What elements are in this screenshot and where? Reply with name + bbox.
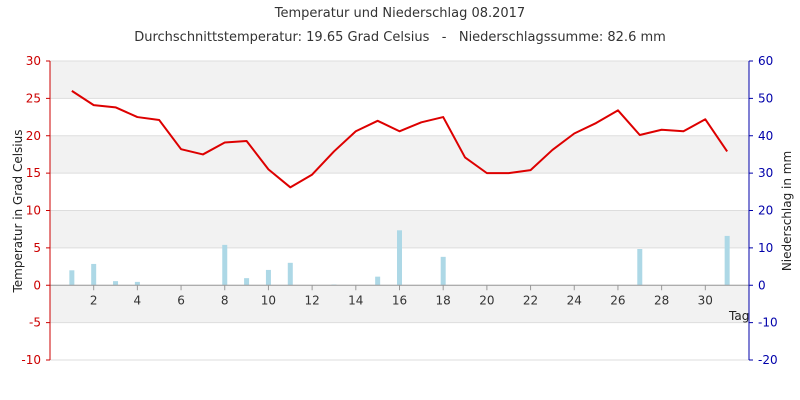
precipitation-bars [69,230,730,286]
y-right-tick-label: 0 [758,278,766,292]
plot-band [50,173,749,211]
x-tick-label: 8 [221,293,229,307]
chart-title: Temperatur und Niederschlag 08.2017 [274,6,525,21]
y-right-tick-label: -10 [758,316,778,330]
x-tick-label: 14 [348,293,363,307]
y-axis-right-label: Niederschlag in mm [780,151,794,271]
precipitation-bar [244,278,250,286]
y-left-tick-label: 5 [33,241,41,255]
x-axis-label: Tag [728,309,749,323]
precipitation-bar [637,248,643,286]
precipitation-bar [375,276,381,286]
y-axis-left-label: Temperatur in Grad Celsius [11,129,25,293]
plot-background-bands [50,61,749,360]
precipitation-bar [287,262,293,286]
x-tick-label: 30 [698,293,713,307]
plot-band [50,61,749,99]
precipitation-bar [91,263,97,286]
x-tick-label: 20 [479,293,494,307]
y-right-tick-label: -20 [758,353,778,367]
y-right-tick-label: 50 [758,91,773,105]
y-left-tick-label: 20 [26,129,41,143]
x-tick-label: 4 [134,293,142,307]
y-right-tick-label: 40 [758,129,773,143]
y-left-tick-label: 25 [26,91,41,105]
tick-labels: 2 4 6 8 10 12 14 16 18 20 22 24 26 28 30-10-5051015202… [21,54,777,367]
axes [46,60,753,361]
precipitation-bar [69,270,75,286]
y-right-tick-label: 60 [758,54,773,68]
x-tick-label: 22 [523,293,538,307]
y-left-tick-label: -5 [29,316,41,330]
x-tick-label: 10 [261,293,276,307]
chart-subtitle: Durchschnittstemperatur: 19.65 Grad Cels… [134,30,666,45]
plot-band [50,285,749,323]
x-tick-label: 2 [90,293,98,307]
precipitation-bar [440,256,446,286]
plot-band [50,135,749,174]
y-left-tick-label: 10 [26,204,41,218]
temperature-line-layer [71,90,728,189]
x-tick-label: 6 [177,293,185,307]
y-left-tick-label: 15 [26,166,41,180]
y-right-tick-label: 20 [758,204,773,218]
x-tick-label: 24 [567,293,582,307]
x-tick-label: 26 [610,293,625,307]
x-tick-label: 28 [654,293,669,307]
precipitation-bar [222,244,228,286]
y-left-tick-label: 30 [26,54,41,68]
y-left-tick-label: -10 [21,353,41,367]
precipitation-bar [134,281,140,286]
x-tick-label: 12 [304,293,319,307]
precipitation-bar [265,269,271,286]
plot-band [50,98,749,136]
y-right-tick-label: 30 [758,166,773,180]
temperature-line [71,90,728,189]
precipitation-bar [113,281,119,286]
y-right-tick-label: 10 [758,241,773,255]
y-left-tick-label: 0 [33,278,41,292]
precipitation-bar [397,230,402,286]
plot-band [50,322,749,360]
x-tick-label: 18 [436,293,451,307]
precipitation-bar [724,235,730,286]
x-tick-label: 16 [392,293,407,307]
